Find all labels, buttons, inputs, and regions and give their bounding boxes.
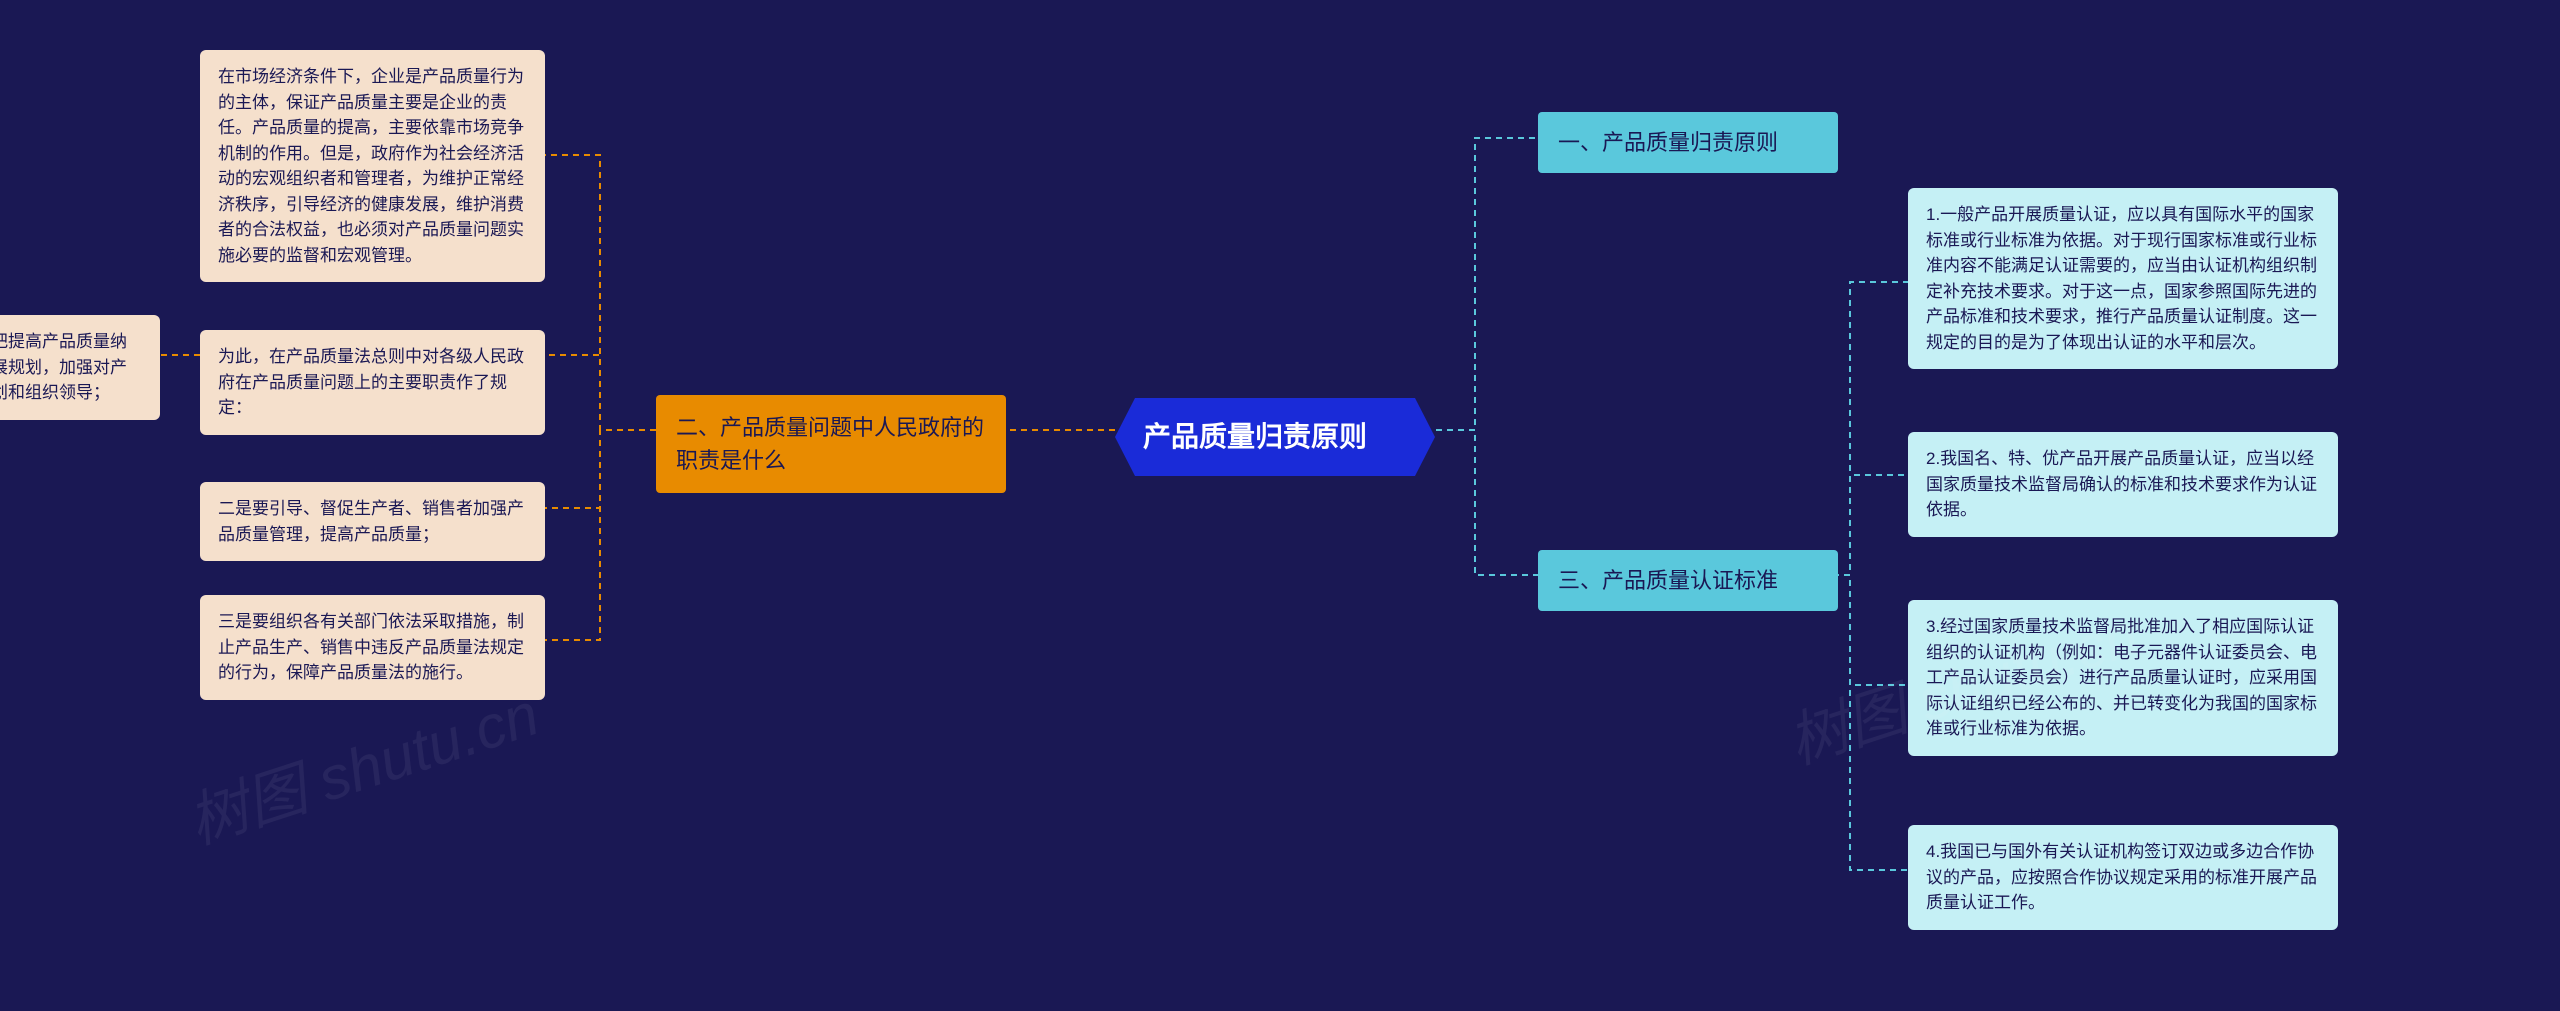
gov-item-1-text: 在市场经济条件下，企业是产品质量行为的主体，保证产品质量主要是企业的责任。产品质… (218, 67, 524, 265)
gov-item-4: 三是要组织各有关部门依法采取措施，制止产品生产、销售中违反产品质量法规定的行为，… (200, 595, 545, 700)
cert-item-1: 1.一般产品开展质量认证，应以具有国际水平的国家标准或行业标准为依据。对于现行国… (1908, 188, 2338, 369)
cert-item-4-text: 4.我国已与国外有关认证机构签订双边或多边合作协议的产品，应按照合作协议规定采用… (1926, 842, 2317, 912)
gov-item-4-text: 三是要组织各有关部门依法采取措施，制止产品生产、销售中违反产品质量法规定的行为，… (218, 612, 524, 682)
section-one-label: 一、产品质量归责原则 (1558, 130, 1778, 155)
section-three-label: 三、产品质量认证标准 (1558, 568, 1778, 593)
gov-item-2-text: 为此，在产品质量法总则中对各级人民政府在产品质量问题上的主要职责作了规定： (218, 347, 524, 417)
gov-item-2: 为此，在产品质量法总则中对各级人民政府在产品质量问题上的主要职责作了规定： (200, 330, 545, 435)
section-one: 一、产品质量归责原则 (1538, 112, 1838, 173)
gov-item-3: 二是要引导、督促生产者、销售者加强产品质量管理，提高产品质量； (200, 482, 545, 561)
cert-item-3: 3.经过国家质量技术监督局批准加入了相应国际认证组织的认证机构（例如：电子元器件… (1908, 600, 2338, 756)
gov-item-3-text: 二是要引导、督促生产者、销售者加强产品质量管理，提高产品质量； (218, 499, 524, 544)
section-two-label: 二、产品质量问题中人民政府的职责是什么 (676, 415, 984, 473)
cert-item-3-text: 3.经过国家质量技术监督局批准加入了相应国际认证组织的认证机构（例如：电子元器件… (1926, 617, 2317, 738)
gov-item-1: 在市场经济条件下，企业是产品质量行为的主体，保证产品质量主要是企业的责任。产品质… (200, 50, 545, 282)
cert-item-1-text: 1.一般产品开展质量认证，应以具有国际水平的国家标准或行业标准为依据。对于现行国… (1926, 205, 2317, 352)
cert-item-2: 2.我国名、特、优产品开展产品质量认证，应当以经国家质量技术监督局确认的标准和技… (1908, 432, 2338, 537)
gov-sub-item: 一是各级人民政府要把提高产品质量纳入国民经济和社会发展规划，加强对产品质量工作的… (0, 315, 160, 420)
gov-sub-item-text: 一是各级人民政府要把提高产品质量纳入国民经济和社会发展规划，加强对产品质量工作的… (0, 332, 127, 402)
section-two: 二、产品质量问题中人民政府的职责是什么 (656, 395, 1006, 493)
root-node: 产品质量归责原则 (1115, 398, 1435, 476)
cert-item-4: 4.我国已与国外有关认证机构签订双边或多边合作协议的产品，应按照合作协议规定采用… (1908, 825, 2338, 930)
cert-item-2-text: 2.我国名、特、优产品开展产品质量认证，应当以经国家质量技术监督局确认的标准和技… (1926, 449, 2317, 519)
section-three: 三、产品质量认证标准 (1538, 550, 1838, 611)
root-label: 产品质量归责原则 (1143, 421, 1367, 452)
